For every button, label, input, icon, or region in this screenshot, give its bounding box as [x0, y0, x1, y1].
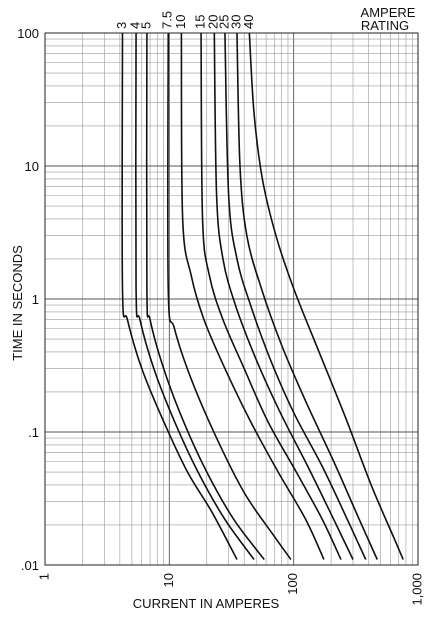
rating-label: 30 [228, 15, 243, 29]
fuse-curve-40 [248, 32, 404, 560]
y-tick-label: 1 [32, 292, 39, 307]
rating-label: 5 [138, 22, 153, 29]
fuse-curve-20 [213, 32, 354, 560]
x-tick-label: 10 [161, 573, 176, 587]
x-tick-label: 100 [285, 573, 300, 595]
fuse-curve-30 [236, 32, 378, 560]
rating-label: 4 [127, 22, 142, 29]
rating-label: 40 [241, 15, 256, 29]
fuse-curve-10 [180, 32, 325, 560]
grid [45, 33, 418, 565]
y-tick-label: 100 [17, 26, 39, 41]
x-axis-label: CURRENT IN AMPERES [133, 596, 280, 611]
rating-label: 20 [206, 15, 221, 29]
curves [121, 32, 404, 560]
fuse-curve-7-5 [166, 32, 292, 560]
legend-title-line-2: RATING [361, 18, 409, 33]
legend-title-line-1: AMPERE [361, 5, 416, 20]
x-tick-label: 1 [36, 573, 51, 580]
x-tick-label: 1,000 [409, 573, 424, 606]
y-axis-label: TIME IN SECONDS [10, 245, 25, 361]
fuse-curve-15 [200, 32, 342, 560]
rating-label: 3 [114, 22, 129, 29]
fuse-curve-5 [145, 32, 265, 560]
y-tick-label: .1 [28, 425, 39, 440]
rating-label: 10 [173, 15, 188, 29]
rating-label: 25 [216, 15, 231, 29]
y-tick-label: .01 [21, 558, 39, 573]
rating-label: 7.5 [160, 11, 175, 29]
y-tick-label: 10 [25, 159, 39, 174]
plot-frame [44, 32, 419, 566]
rating-label: 15 [193, 15, 208, 29]
fuse-curve-4 [134, 32, 255, 560]
fuse-curve-3 [121, 32, 238, 560]
fuse-curve-25 [224, 32, 367, 560]
